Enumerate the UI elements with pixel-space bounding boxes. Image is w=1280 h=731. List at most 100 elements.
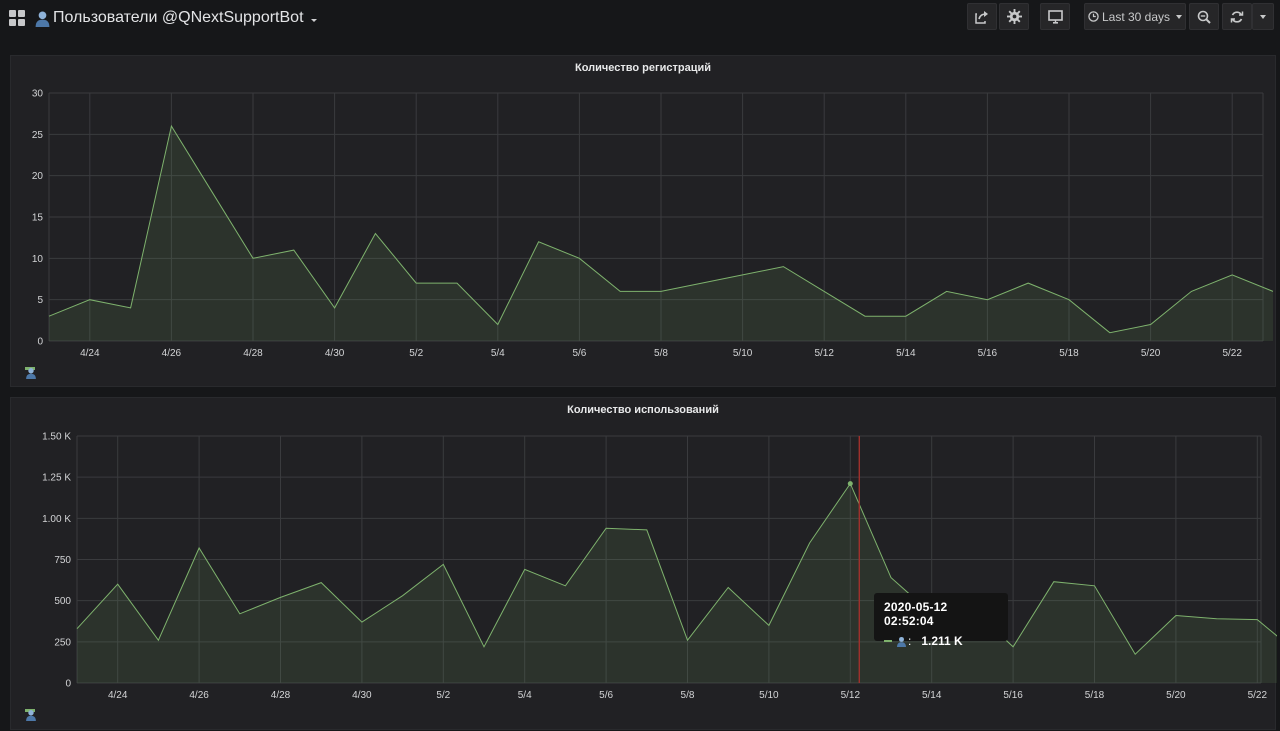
x-tick-label: 5/8 — [681, 690, 695, 701]
dashboard-title-dropdown[interactable]: Пользователи @QNextSupportBot — [34, 7, 317, 29]
y-tick-label: 15 — [32, 213, 44, 224]
tooltip-time: 2020-05-12 02:52:04 — [884, 600, 948, 628]
x-tick-label: 5/16 — [978, 348, 998, 359]
x-tick-label: 5/12 — [814, 348, 834, 359]
data-point — [414, 281, 418, 285]
chevron-down-icon — [1260, 14, 1266, 19]
y-tick-label: 10 — [32, 254, 44, 265]
x-tick-label: 5/20 — [1141, 348, 1161, 359]
data-point — [210, 190, 214, 194]
y-tick-label: 750 — [54, 555, 71, 566]
data-point — [577, 256, 581, 260]
data-point — [726, 585, 730, 589]
monitor-icon — [1047, 9, 1063, 24]
share-icon — [975, 10, 988, 24]
data-point — [604, 526, 608, 530]
chart-legend[interactable] — [25, 367, 38, 379]
x-tick-label: 4/26 — [189, 690, 209, 701]
y-tick-label: 500 — [54, 596, 71, 607]
x-tick-label: 4/24 — [80, 348, 100, 359]
data-point — [822, 289, 826, 293]
chevron-down-icon — [1176, 14, 1183, 19]
data-point — [563, 584, 567, 588]
x-tick-label: 5/18 — [1059, 348, 1079, 359]
data-point — [945, 289, 949, 293]
x-tick-label: 4/28 — [271, 690, 291, 701]
x-tick-label: 4/30 — [352, 690, 372, 701]
legend-series-swatch — [884, 640, 892, 642]
x-tick-label: 5/8 — [654, 348, 668, 359]
x-tick-label: 5/4 — [491, 348, 505, 359]
data-point — [482, 645, 486, 649]
data-point — [781, 265, 785, 269]
data-point — [863, 314, 867, 318]
x-tick-label: 5/6 — [599, 690, 613, 701]
x-tick-label: 5/10 — [759, 690, 779, 701]
data-point — [889, 576, 893, 580]
x-tick-label: 5/2 — [436, 690, 450, 701]
x-tick-label: 5/22 — [1248, 690, 1268, 701]
data-point — [808, 541, 812, 545]
data-point — [686, 638, 690, 642]
data-point — [618, 289, 622, 293]
chart-legend[interactable] — [25, 709, 38, 721]
data-point — [1133, 652, 1137, 656]
panel-title[interactable]: Количество регистраций — [575, 62, 711, 74]
apps-icon[interactable] — [9, 10, 25, 26]
data-point — [116, 582, 120, 586]
x-tick-label: 5/20 — [1166, 690, 1186, 701]
data-point — [1052, 580, 1056, 584]
data-point — [156, 638, 160, 642]
registrations-chart[interactable]: 0 5 10 15 20 25 30 4/24 4/26 4/28 4/30 5/2 5/4 5/6 5/8… — [11, 56, 1277, 388]
user-icon — [26, 368, 36, 379]
data-point — [700, 281, 704, 285]
data-point — [985, 298, 989, 302]
data-point — [455, 281, 459, 285]
data-point — [904, 314, 908, 318]
data-point — [1011, 645, 1015, 649]
data-point — [645, 528, 649, 532]
share-button[interactable] — [967, 3, 997, 30]
data-point — [251, 256, 255, 260]
x-tick-label: 5/12 — [841, 690, 861, 701]
x-tick-label: 5/14 — [896, 348, 916, 359]
data-point — [1189, 289, 1193, 293]
time-range-picker[interactable]: Last 30 days — [1084, 3, 1186, 30]
clock-icon — [1088, 11, 1099, 22]
y-tick-label: 0 — [37, 337, 43, 348]
y-tick-label: 20 — [32, 171, 44, 182]
data-point — [537, 240, 541, 244]
zoom-out-button[interactable] — [1189, 3, 1219, 30]
view-mode-button[interactable] — [1040, 3, 1070, 30]
data-point — [75, 627, 79, 631]
data-point — [523, 567, 527, 571]
data-point — [1271, 289, 1275, 293]
data-point — [1026, 281, 1030, 285]
y-tick-label: 1.25 K — [42, 473, 71, 484]
data-point — [1230, 273, 1234, 277]
x-tick-label: 5/18 — [1085, 690, 1105, 701]
data-point — [197, 546, 201, 550]
y-tick-label: 30 — [32, 89, 44, 100]
data-point — [1149, 322, 1153, 326]
data-point — [659, 289, 663, 293]
y-tick-label: 250 — [54, 637, 71, 648]
x-tick-label: 5/16 — [1003, 690, 1023, 701]
data-point — [1108, 331, 1112, 335]
panel-title[interactable]: Количество использований — [567, 404, 719, 416]
usages-chart[interactable]: 0 250 500 750 1.00 K 1.25 K 1.50 K 4/24 4/26 4/28… — [11, 398, 1277, 731]
data-point — [1093, 584, 1097, 588]
data-point — [47, 314, 51, 318]
hover-point — [847, 481, 853, 487]
data-point — [292, 248, 296, 252]
chart-tooltip: 2020-05-12 02:52:04 : 1.211 K — [874, 593, 1008, 648]
data-point — [129, 306, 133, 310]
data-point — [441, 562, 445, 566]
refresh-button[interactable] — [1222, 3, 1252, 30]
x-tick-label: 4/28 — [243, 348, 263, 359]
data-point — [333, 306, 337, 310]
refresh-interval-dropdown[interactable] — [1252, 3, 1274, 30]
settings-button[interactable] — [999, 3, 1029, 30]
y-tick-label: 1.50 K — [42, 432, 71, 443]
y-tick-label: 5 — [37, 295, 43, 306]
